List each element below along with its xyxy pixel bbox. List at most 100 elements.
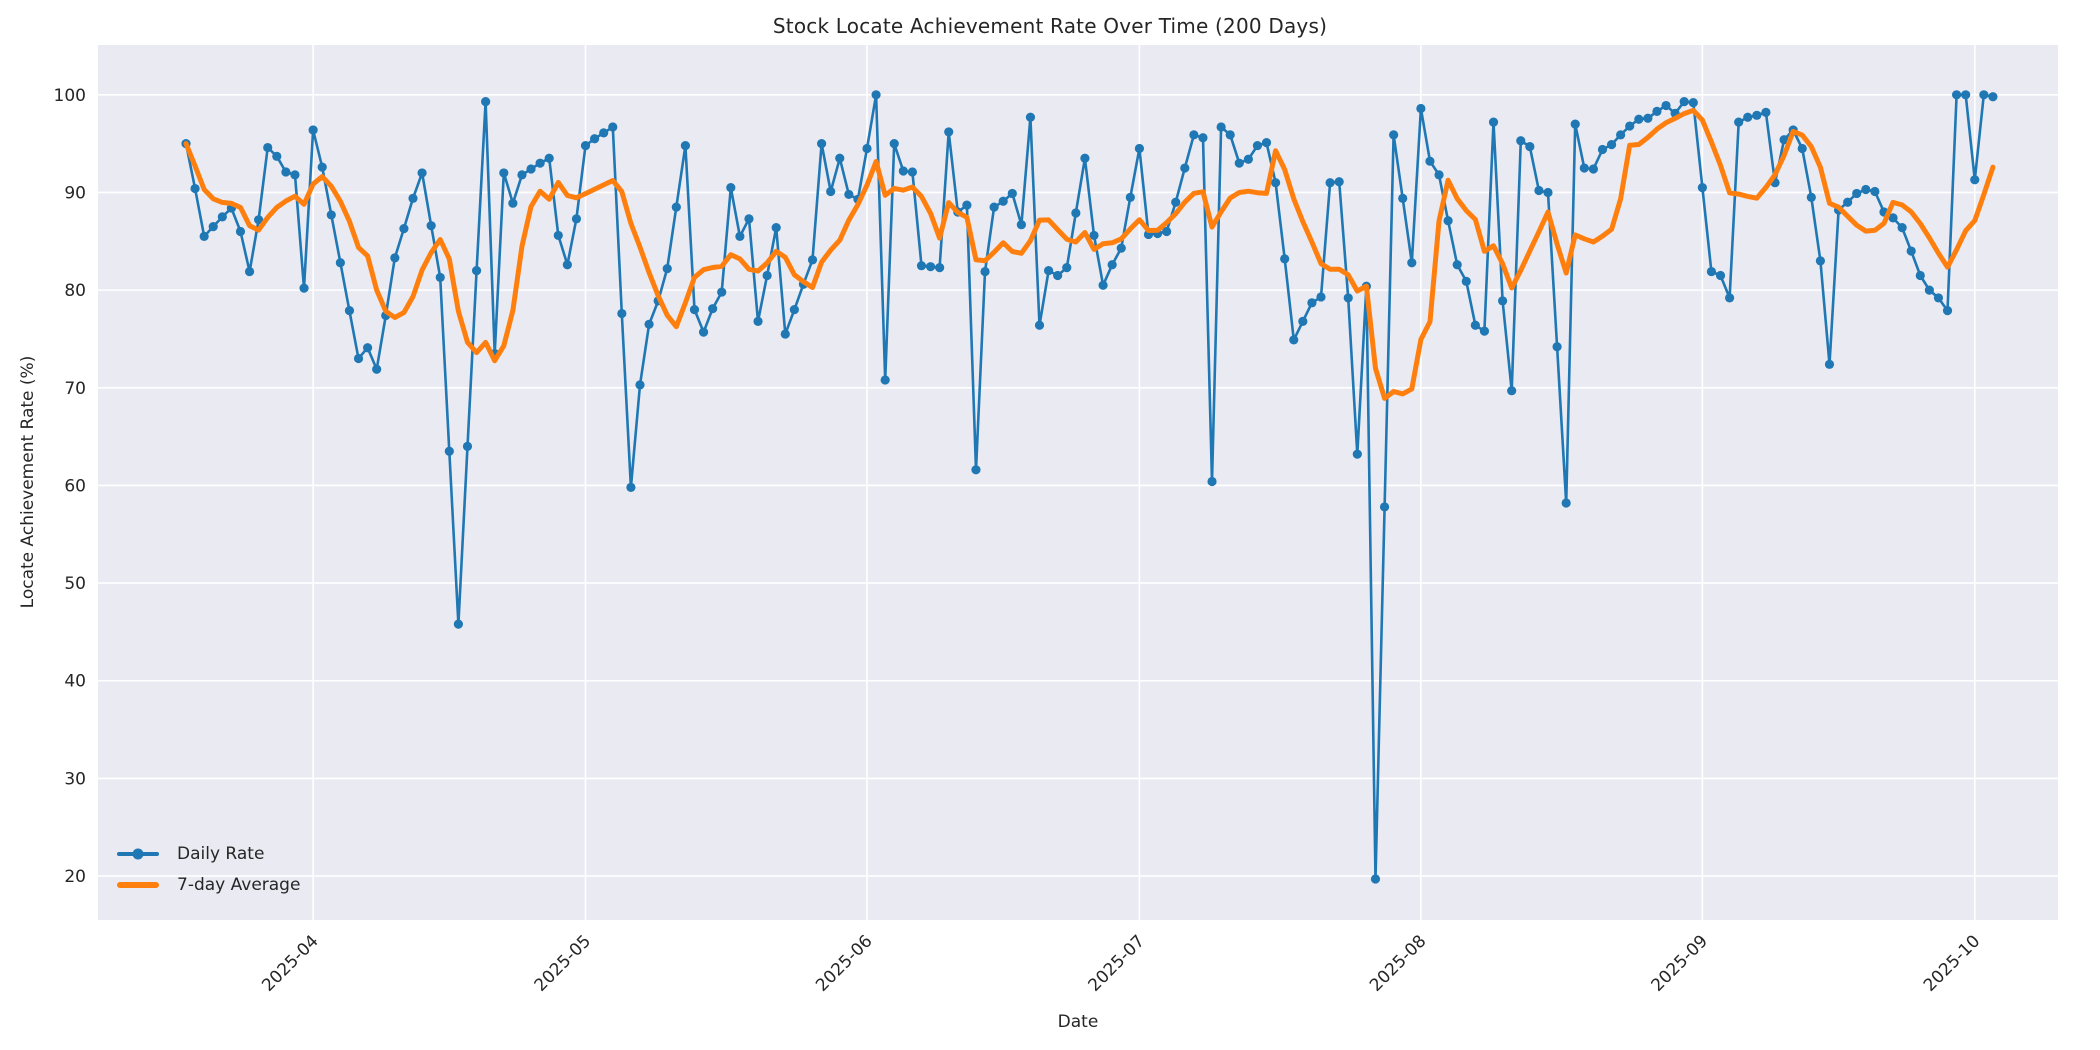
daily-rate-point bbox=[1016, 220, 1026, 230]
daily-rate-point bbox=[1334, 177, 1344, 187]
daily-rate-point bbox=[1579, 163, 1589, 173]
daily-rate-point bbox=[862, 143, 872, 154]
daily-rate-point bbox=[1034, 320, 1045, 330]
y-tick-label: 90 bbox=[64, 183, 86, 203]
daily-rate-point bbox=[1625, 121, 1635, 131]
daily-rate-point bbox=[989, 202, 999, 212]
daily-rate-point bbox=[1189, 130, 1199, 140]
daily-rate-point bbox=[435, 272, 445, 283]
daily-rate-point bbox=[535, 158, 545, 168]
daily-rate-point bbox=[317, 162, 327, 172]
daily-rate-point bbox=[1534, 185, 1544, 196]
daily-rate-point bbox=[1661, 100, 1671, 111]
daily-rate-point bbox=[399, 223, 409, 234]
daily-rate-point bbox=[1679, 97, 1689, 107]
daily-rate-point bbox=[753, 316, 763, 326]
daily-rate-point bbox=[372, 364, 382, 374]
daily-rate-point bbox=[481, 97, 491, 107]
daily-rate-point bbox=[735, 231, 745, 242]
daily-rate-point bbox=[390, 253, 400, 263]
daily-rate-point bbox=[335, 258, 345, 268]
daily-rate-point bbox=[426, 221, 436, 231]
daily-rate-point bbox=[708, 304, 718, 314]
daily-rate-point bbox=[1234, 158, 1244, 168]
seven-day-average-line bbox=[183, 107, 1996, 401]
daily-rate-point bbox=[1852, 188, 1862, 199]
legend-item-daily-rate: Daily Rate bbox=[117, 838, 300, 869]
daily-rate-point bbox=[1870, 186, 1880, 197]
daily-rate-point bbox=[1697, 182, 1707, 193]
y-tick-label: 40 bbox=[64, 672, 86, 692]
daily-rate-point bbox=[462, 441, 473, 451]
daily-rate-point bbox=[1824, 359, 1835, 369]
average-swatch-icon bbox=[117, 869, 159, 900]
daily-rate-point bbox=[1507, 386, 1517, 396]
daily-rate-point bbox=[1198, 133, 1208, 143]
daily-rate-point bbox=[1071, 208, 1081, 218]
y-tick-label: 50 bbox=[64, 574, 86, 594]
x-tick-label: 2025-08 bbox=[1366, 931, 1430, 995]
daily-rate-point bbox=[1325, 178, 1335, 188]
daily-rate-point bbox=[1942, 306, 1953, 316]
daily-rate-point bbox=[1725, 293, 1735, 303]
daily-rate-point bbox=[971, 465, 981, 475]
daily-rate-point bbox=[1570, 119, 1580, 129]
daily-rate-point bbox=[689, 305, 700, 315]
daily-rate-point bbox=[617, 308, 627, 319]
daily-rate-point bbox=[263, 142, 273, 153]
daily-rate-point bbox=[789, 305, 799, 315]
x-tick-label: 2025-10 bbox=[1920, 931, 1984, 995]
daily-rate-point bbox=[1171, 197, 1181, 207]
daily-rate-point bbox=[1134, 143, 1144, 154]
daily-rate-point bbox=[508, 198, 518, 208]
daily-rate-point bbox=[1552, 342, 1562, 352]
daily-rate-point bbox=[217, 212, 227, 222]
daily-rate-point bbox=[744, 214, 754, 224]
daily-rate-point bbox=[1933, 293, 1944, 303]
daily-rate-point bbox=[1107, 260, 1117, 270]
daily-rate-point bbox=[235, 226, 246, 237]
daily-rate-point bbox=[980, 266, 990, 277]
panel-background bbox=[98, 45, 2058, 920]
daily-rate-point bbox=[408, 193, 418, 203]
daily-rate-point bbox=[1216, 122, 1226, 132]
daily-rate-point bbox=[662, 264, 672, 274]
daily-rate-point bbox=[1979, 90, 1989, 100]
daily-rate-point bbox=[1125, 192, 1135, 202]
daily-rate-point bbox=[1888, 213, 1898, 223]
daily-rate-point bbox=[1271, 178, 1281, 188]
daily-rate-point bbox=[1243, 154, 1253, 164]
daily-rate-point bbox=[1089, 230, 1099, 241]
daily-rate-point bbox=[599, 128, 609, 138]
daily-rate-point bbox=[1688, 98, 1698, 108]
daily-rate-point bbox=[1761, 107, 1771, 117]
daily-rate-point bbox=[671, 202, 681, 212]
daily-rate-point bbox=[1779, 135, 1789, 145]
daily-rate-point bbox=[1280, 254, 1290, 264]
daily-rate-point bbox=[1715, 270, 1726, 281]
chart-title: Stock Locate Achievement Rate Over Time … bbox=[772, 14, 1328, 38]
daily-rate-point bbox=[1597, 144, 1608, 155]
daily-rate-point bbox=[1162, 226, 1172, 237]
daily-rate-point bbox=[1634, 114, 1644, 124]
legend-label-daily-rate: Daily Rate bbox=[177, 843, 265, 864]
daily-rate-point bbox=[308, 125, 318, 135]
daily-rate-point bbox=[353, 353, 364, 364]
daily-rate-point bbox=[835, 153, 845, 163]
daily-rate-point bbox=[1752, 110, 1762, 120]
daily-rate-point bbox=[1897, 223, 1907, 233]
daily-rate-point bbox=[726, 182, 736, 193]
daily-rate-point bbox=[962, 200, 972, 210]
daily-rate-point bbox=[1098, 280, 1108, 290]
daily-rate-point bbox=[1025, 112, 1036, 122]
daily-rate-point bbox=[1543, 187, 1553, 198]
daily-rate-point bbox=[571, 214, 582, 224]
y-tick-label: 30 bbox=[64, 769, 86, 789]
daily-rate-point bbox=[771, 223, 781, 233]
daily-rate-point bbox=[1479, 326, 1490, 336]
x-tick-label: 2025-09 bbox=[1648, 931, 1712, 995]
daily-rate-point bbox=[1307, 298, 1317, 308]
daily-rate-point bbox=[1861, 184, 1871, 195]
daily-rate-point bbox=[717, 287, 727, 297]
